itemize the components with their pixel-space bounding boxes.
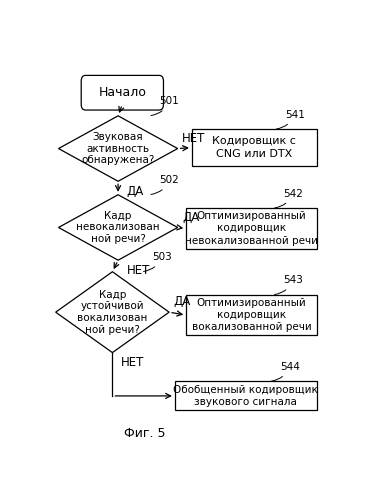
Text: Кодировщик с
CNG или DTX: Кодировщик с CNG или DTX [212,136,296,159]
Text: НЕТ: НЕТ [127,264,150,277]
Bar [186,208,317,248]
Bar [186,295,317,336]
Text: ДА: ДА [173,296,191,308]
Text: Кадр
невокализован
ной речи?: Кадр невокализован ной речи? [76,211,160,244]
Bar [192,130,317,166]
Text: 503: 503 [143,252,172,272]
Text: 544: 544 [271,362,300,381]
Text: Оптимизированный
кодировщик
вокализованной речи: Оптимизированный кодировщик вокализованн… [191,298,311,332]
Text: Начало: Начало [98,86,146,99]
Polygon shape [59,195,178,260]
Text: Обобщенный кодировщик
звукового сигнала: Обобщенный кодировщик звукового сигнала [173,384,318,407]
Text: Оптимизированный
кодировщик
невокализованной речи: Оптимизированный кодировщик невокализова… [185,211,318,246]
Text: НЕТ: НЕТ [121,356,144,370]
Text: ДА: ДА [182,210,199,224]
Text: НЕТ: НЕТ [182,132,205,144]
Text: 502: 502 [151,175,179,195]
Polygon shape [59,116,178,182]
Bar [175,382,317,410]
Text: 501: 501 [151,96,179,116]
Polygon shape [56,272,169,352]
FancyBboxPatch shape [81,76,164,110]
Text: ДА: ДА [127,185,144,198]
Text: 542: 542 [274,188,303,208]
Text: Звуковая
активность
обнаружена?: Звуковая активность обнаружена? [81,132,155,165]
Text: Кадр
устойчивой
вокализован
ной речи?: Кадр устойчивой вокализован ной речи? [77,290,147,335]
Text: Фиг. 5: Фиг. 5 [124,427,166,440]
Text: 543: 543 [274,275,303,294]
Text: 541: 541 [276,110,305,129]
